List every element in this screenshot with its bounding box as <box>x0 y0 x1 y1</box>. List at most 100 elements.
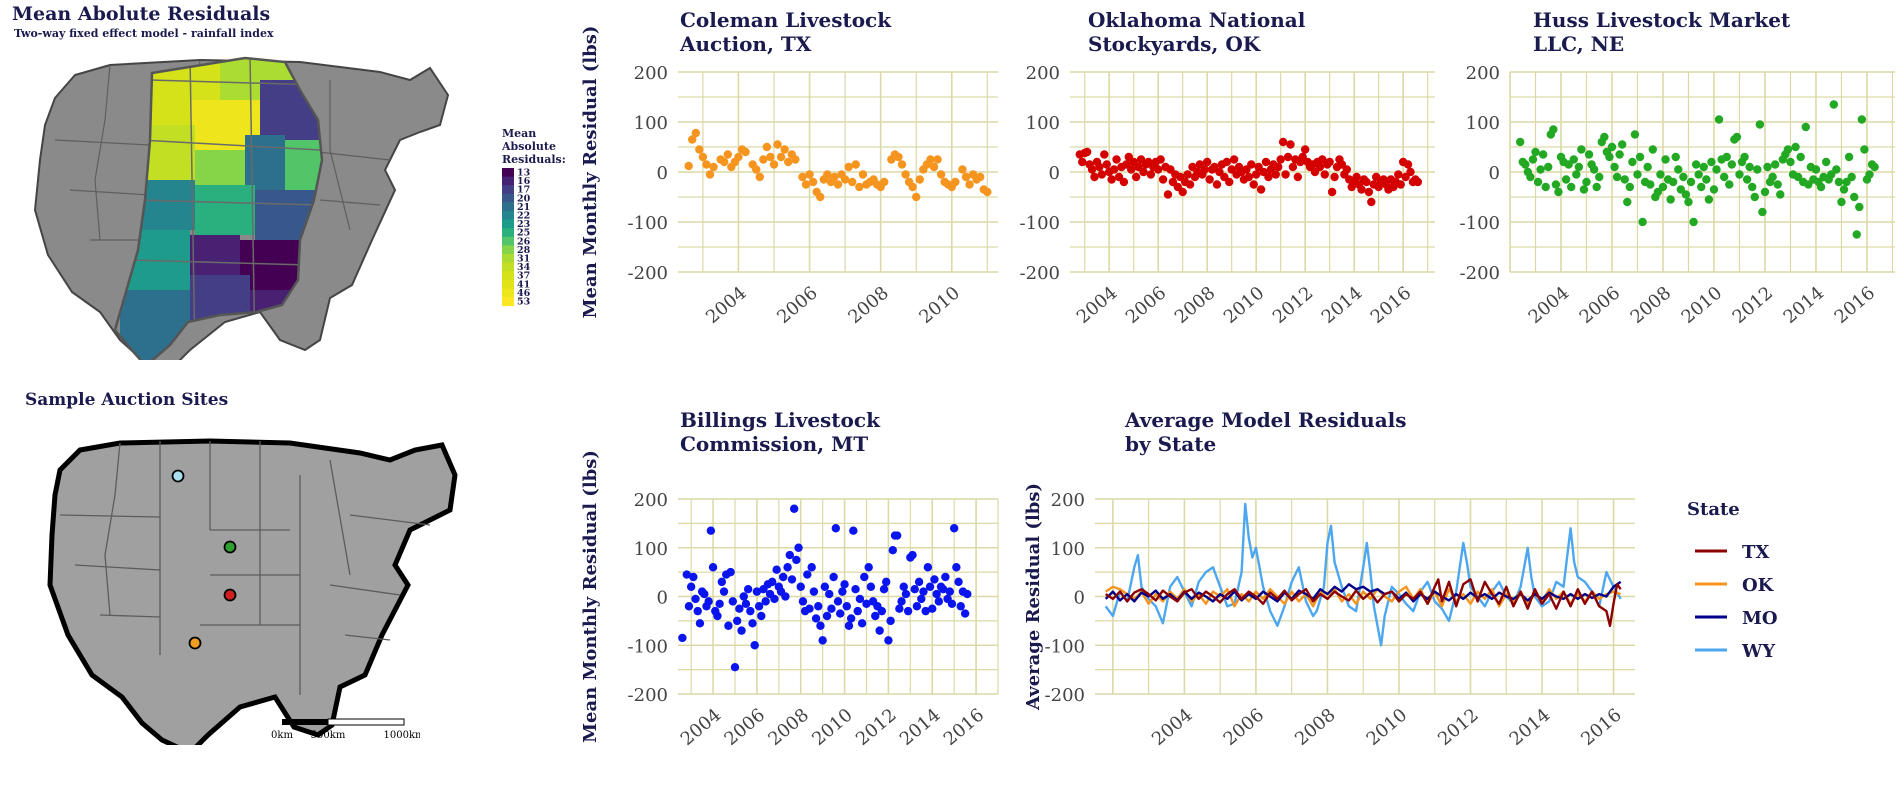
data-point <box>921 606 930 616</box>
y-axis-label: Average Residual (lbs) <box>1023 483 1044 711</box>
data-point <box>1544 162 1553 172</box>
data-point <box>1528 155 1538 164</box>
legend-swatch <box>502 193 514 203</box>
data-point <box>1158 175 1168 184</box>
scatter-points <box>1075 137 1423 207</box>
legend-value: 41 <box>517 279 530 290</box>
legend-value: 21 <box>517 202 530 213</box>
data-point <box>1592 182 1601 192</box>
data-point <box>1264 172 1273 182</box>
data-point <box>1829 100 1839 109</box>
y-tick-label: -100 <box>1045 636 1085 657</box>
data-point <box>917 594 926 604</box>
data-point <box>1610 162 1619 172</box>
data-point <box>875 626 884 635</box>
data-point <box>903 606 913 616</box>
data-point <box>939 584 948 594</box>
legend-swatch <box>502 176 514 186</box>
series-line-wy <box>1104 502 1622 647</box>
data-point <box>963 589 972 599</box>
data-point <box>1732 132 1742 142</box>
data-point <box>1847 172 1856 182</box>
data-point <box>1584 150 1594 159</box>
data-point <box>882 577 891 587</box>
legend-swatch <box>502 279 514 289</box>
site-marker-ne <box>223 540 237 554</box>
data-point <box>1811 165 1821 174</box>
data-point <box>1694 170 1703 179</box>
data-point <box>1684 197 1693 207</box>
data-point <box>888 545 897 555</box>
x-tick-label: 2014 <box>1506 704 1555 750</box>
data-point <box>838 587 847 596</box>
data-point <box>1776 190 1785 199</box>
data-point <box>1579 185 1589 194</box>
data-point <box>912 192 921 202</box>
x-tick-label: 2016 <box>1367 282 1416 328</box>
x-tick-label: 2008 <box>1627 282 1676 328</box>
x-tick-label: 2012 <box>852 704 901 750</box>
y-tick-label: 200 <box>1026 63 1060 84</box>
data-point <box>1178 187 1187 197</box>
data-point <box>1364 187 1374 197</box>
data-point <box>1541 182 1550 192</box>
data-point <box>698 152 708 162</box>
scale-label-1000: 1000km <box>384 730 421 741</box>
y-tick-label: 0 <box>1049 163 1060 184</box>
data-point <box>951 177 960 187</box>
data-point <box>723 150 732 159</box>
map2-scale-bar: 0km 500km 1000km <box>271 718 421 741</box>
map1-subtitle: Two-way fixed effect model - rainfall in… <box>14 27 274 40</box>
data-point <box>901 589 911 599</box>
chart-grid <box>1509 71 1895 273</box>
data-point <box>1643 162 1652 172</box>
data-point <box>734 152 743 162</box>
data-point <box>748 619 757 628</box>
x-tick-label: 2012 <box>1269 282 1318 328</box>
data-point <box>772 565 781 574</box>
y-tick-label: -100 <box>1020 213 1060 234</box>
data-point <box>789 504 799 513</box>
y-tick-label: -200 <box>1460 263 1500 284</box>
y-tick-label: -100 <box>628 636 668 657</box>
data-point <box>1707 157 1716 167</box>
data-point <box>1860 145 1869 154</box>
data-point <box>956 602 965 611</box>
chart-oklahoma: Oklahoma National Stockyards, OK 200 100 0 -… <box>1020 8 1435 328</box>
data-point <box>934 597 944 606</box>
data-point <box>702 160 711 169</box>
data-point <box>855 594 865 604</box>
legend-value: 26 <box>517 236 531 247</box>
data-point <box>1773 180 1782 189</box>
data-point <box>1538 150 1548 159</box>
legend-swatch <box>502 254 514 264</box>
data-point <box>844 162 853 172</box>
data-point <box>1367 197 1376 207</box>
data-point <box>1671 152 1680 162</box>
data-point <box>726 567 735 577</box>
data-point <box>1702 175 1711 184</box>
data-point <box>1770 160 1780 169</box>
data-point <box>840 580 849 589</box>
data-point <box>829 572 838 582</box>
x-tick-label: 2004 <box>1525 282 1574 328</box>
data-point <box>1119 177 1129 187</box>
scatter-points <box>1515 100 1879 239</box>
data-point <box>1750 192 1759 202</box>
legend-swatch <box>502 219 514 229</box>
data-point <box>796 582 805 591</box>
data-point <box>1276 155 1285 164</box>
data-point <box>1832 165 1841 174</box>
data-point <box>976 172 985 182</box>
data-point <box>941 572 950 582</box>
chart-billings: Billings Livestock Commission, MT 200 100 0… <box>580 408 999 750</box>
chart-title-line: Auction, TX <box>679 32 812 56</box>
data-point <box>1274 162 1283 172</box>
chart-title-line: Stockyards, OK <box>1088 32 1261 56</box>
data-point <box>830 172 839 182</box>
data-point <box>762 142 772 152</box>
data-point <box>1229 155 1239 164</box>
data-point <box>1554 187 1563 197</box>
data-point <box>691 128 700 138</box>
